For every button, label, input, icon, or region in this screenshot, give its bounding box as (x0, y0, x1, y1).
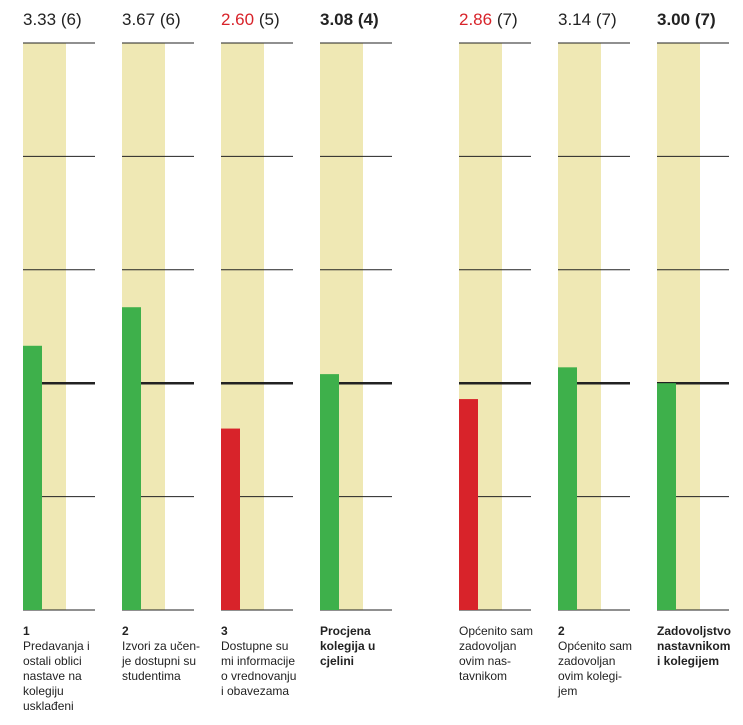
category-label: Procjena kolegija u cjelini (320, 624, 400, 669)
count-value: (4) (357, 10, 379, 29)
data-bar (459, 399, 478, 610)
mean-value: 2.60 (221, 10, 255, 29)
mean-value: 3.33 (23, 10, 57, 29)
value-label: 2.86 (7) (459, 10, 518, 30)
item-number: 3 (221, 624, 228, 638)
value-label: 3.00 (7) (657, 10, 716, 30)
value-label: 3.67 (6) (122, 10, 181, 30)
value-label: 3.14 (7) (558, 10, 617, 30)
item-text: Općenito sam zadovoljan ovim nas- tavnik… (459, 624, 534, 683)
item-number: 2 (122, 624, 129, 638)
item-text: Izvori za učen- je dostupni su studentim… (122, 639, 201, 683)
category-label: 2 Općenito sam zadovoljan ovim kolegi- je… (558, 624, 638, 699)
count-value: (7) (694, 10, 716, 29)
count-value: (7) (496, 10, 518, 29)
count-value: (6) (159, 10, 181, 29)
data-bar (221, 428, 240, 610)
item-text: Općenito sam zadovoljan ovim kolegi- jem (558, 639, 633, 698)
item-text: Procjena kolegija u cjelini (320, 624, 376, 668)
data-bar (558, 367, 577, 610)
value-label: 3.33 (6) (23, 10, 82, 30)
data-bar (23, 345, 42, 610)
mean-value: 3.00 (657, 10, 691, 29)
category-label: 1 Predavanja i ostali oblici nastave na k… (23, 624, 103, 714)
count-value: (6) (60, 10, 82, 29)
count-value: (5) (258, 10, 280, 29)
data-bar (320, 374, 339, 610)
item-number: 2 (558, 624, 565, 638)
item-text: Zadovoljstvo nastavnikom i kolegijem (657, 624, 732, 668)
value-label: 2.60 (5) (221, 10, 280, 30)
category-label: Općenito sam zadovoljan ovim nas- tavnik… (459, 624, 539, 684)
category-label: 2 Izvori za učen- je dostupni su studenti… (122, 624, 202, 684)
mean-value: 3.14 (558, 10, 592, 29)
category-label: 3 Dostupne su mi informacije o vrednovanj… (221, 624, 301, 699)
category-label: Zadovoljstvo nastavnikom i kolegijem (657, 624, 737, 669)
item-text: Dostupne su mi informacije o vrednovanju… (221, 639, 297, 698)
count-value: (7) (595, 10, 617, 29)
mean-value: 2.86 (459, 10, 493, 29)
value-label: 3.08 (4) (320, 10, 379, 30)
item-text: Predavanja i ostali oblici nastave na ko… (23, 639, 90, 713)
data-bar (657, 383, 676, 610)
mean-value: 3.08 (320, 10, 354, 29)
item-number: 1 (23, 624, 30, 638)
mean-value: 3.67 (122, 10, 156, 29)
data-bar (122, 307, 141, 610)
